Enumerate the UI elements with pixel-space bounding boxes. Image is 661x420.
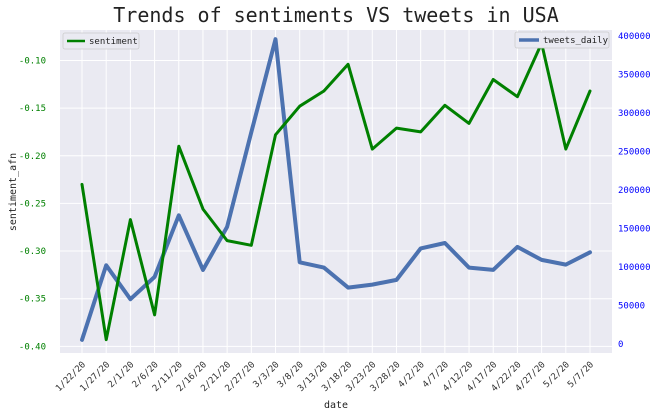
- right-tick-label: 50000: [618, 301, 645, 311]
- data-point-sentiment: [323, 90, 325, 92]
- chart-title: Trends of sentiments VS tweets in USA: [113, 3, 559, 27]
- data-point-sentiment: [444, 104, 446, 106]
- legend-label-sentiment: sentiment: [89, 37, 138, 47]
- legend-box: [514, 31, 610, 49]
- left-tick-label: -0.10: [19, 56, 46, 66]
- data-point-sentiment: [565, 148, 567, 150]
- x-axis-ticks: 1/22/201/27/202/1/202/6/202/11/202/16/20…: [54, 360, 596, 394]
- data-point-sentiment: [129, 219, 131, 221]
- left-tick-label: -0.25: [19, 199, 46, 209]
- data-point-tweets-daily: [347, 287, 349, 289]
- data-point-sentiment: [202, 208, 204, 210]
- data-point-tweets-daily: [81, 339, 83, 341]
- data-point-sentiment: [226, 240, 228, 242]
- data-point-tweets-daily: [589, 251, 591, 253]
- series-line-tweets-daily: [80, 37, 592, 342]
- data-point-tweets-daily: [541, 259, 543, 261]
- data-point-tweets-daily: [275, 38, 277, 40]
- left-tick-label: -0.40: [19, 342, 46, 352]
- right-tick-label: 150000: [618, 224, 651, 234]
- data-point-sentiment: [468, 122, 470, 124]
- x-axis-label: date: [324, 400, 348, 411]
- data-point-sentiment: [347, 63, 349, 65]
- data-point-sentiment: [299, 105, 301, 107]
- right-tick-label: 350000: [618, 71, 651, 81]
- data-point-tweets-daily: [202, 269, 204, 271]
- data-point-tweets-daily: [565, 264, 567, 266]
- data-point-tweets-daily: [154, 276, 156, 278]
- left-tick-label: -0.30: [19, 247, 46, 257]
- left-tick-label: -0.20: [19, 152, 46, 162]
- data-point-tweets-daily: [420, 247, 422, 249]
- left-tick-label: -0.35: [19, 295, 46, 305]
- right-tick-label: 100000: [618, 263, 651, 273]
- data-point-sentiment: [371, 148, 373, 150]
- y-axis-label-left: sentiment_afn: [8, 153, 19, 231]
- data-point-sentiment: [154, 314, 156, 316]
- data-point-tweets-daily: [178, 214, 180, 216]
- right-tick-label: 0: [618, 340, 623, 350]
- legend-tweets: tweets_daily: [514, 31, 610, 49]
- data-point-tweets-daily: [516, 246, 518, 248]
- data-point-tweets-daily: [371, 284, 373, 286]
- right-tick-label: 300000: [618, 109, 651, 119]
- left-axis-ticks: -0.40 -0.35 -0.30 -0.25 -0.20 -0.15 -0.10: [19, 56, 46, 352]
- data-point-tweets-daily: [395, 279, 397, 281]
- data-point-sentiment: [589, 90, 591, 92]
- data-point-sentiment: [395, 127, 397, 129]
- data-point-tweets-daily: [250, 131, 252, 133]
- x-tick-label: 5/7/20: [566, 360, 596, 390]
- right-tick-label: 200000: [618, 186, 651, 196]
- data-point-tweets-daily: [468, 267, 470, 269]
- grid: [60, 30, 612, 353]
- data-point-tweets-daily: [226, 226, 228, 228]
- left-tick-label: -0.15: [19, 104, 46, 114]
- series-line-sentiment: [80, 41, 592, 342]
- right-tick-label: 250000: [618, 148, 651, 158]
- data-point-sentiment: [250, 244, 252, 246]
- data-point-sentiment: [81, 183, 83, 185]
- data-point-sentiment: [516, 96, 518, 98]
- data-point-sentiment: [178, 145, 180, 147]
- data-point-sentiment: [492, 79, 494, 81]
- data-point-sentiment: [275, 134, 277, 136]
- legend-label-tweets-daily: tweets_daily: [543, 36, 609, 46]
- data-point-tweets-daily: [105, 264, 107, 266]
- right-tick-label: 400000: [618, 32, 651, 42]
- data-point-tweets-daily: [323, 267, 325, 269]
- data-point-tweets-daily: [129, 298, 131, 300]
- data-point-sentiment: [105, 339, 107, 341]
- legend-sentiment: sentiment: [62, 32, 140, 50]
- data-point-sentiment: [420, 131, 422, 133]
- right-axis-ticks: 0 50000 100000 150000 200000 250000 300000 3500…: [618, 32, 651, 350]
- data-point-tweets-daily: [444, 242, 446, 244]
- legend-box: [62, 32, 140, 50]
- data-point-tweets-daily: [492, 269, 494, 271]
- data-point-tweets-daily: [299, 261, 301, 263]
